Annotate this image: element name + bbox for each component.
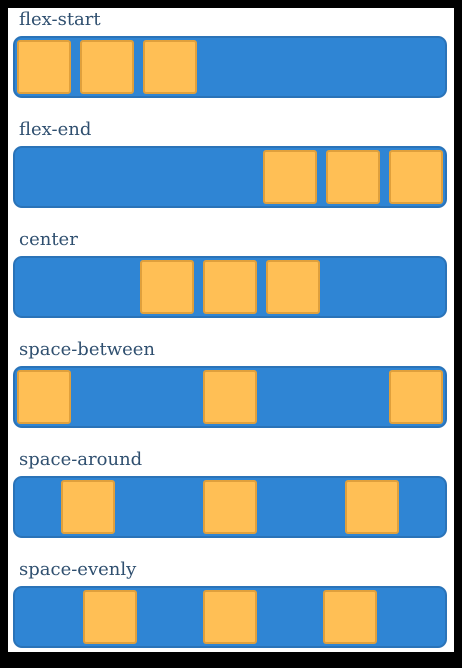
flex-container-center [13,256,447,318]
section-label-space-between: space-between [19,339,156,360]
flex-container-flex-start [13,36,447,98]
flex-item [263,150,317,204]
section-center: center [8,228,454,338]
flex-item [323,590,377,644]
flex-item [345,480,399,534]
flex-container-space-evenly [13,586,447,648]
section-label-space-around: space-around [19,449,143,470]
flex-item [80,40,134,94]
section-label-flex-start: flex-start [19,9,101,30]
section-label-center: center [19,229,78,250]
flex-item [203,370,257,424]
flex-item [326,150,380,204]
flex-item [266,260,320,314]
flex-item [83,590,137,644]
flex-item [389,370,443,424]
flex-item [143,40,197,94]
section-label-space-evenly: space-evenly [19,559,137,580]
flex-item [17,370,71,424]
flex-item [203,590,257,644]
flex-container-space-between [13,366,447,428]
flex-item [140,260,194,314]
section-space-between: space-between [8,338,454,448]
section-flex-start: flex-start [8,8,454,118]
flex-container-flex-end [13,146,447,208]
diagram-panel: flex-start flex-end center space-between [8,8,454,652]
section-space-evenly: space-evenly [8,558,454,668]
flex-item [389,150,443,204]
flex-item [203,480,257,534]
section-flex-end: flex-end [8,118,454,228]
flex-item [61,480,115,534]
flex-item [203,260,257,314]
section-label-flex-end: flex-end [19,119,92,140]
flex-container-space-around [13,476,447,538]
flex-item [17,40,71,94]
section-space-around: space-around [8,448,454,558]
